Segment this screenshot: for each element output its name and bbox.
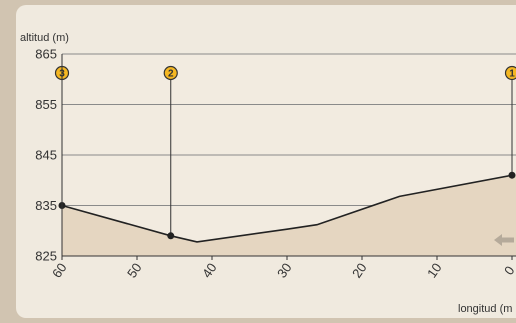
y-tick-label: 865: [35, 47, 57, 62]
x-tick-label: 60: [49, 260, 70, 280]
waypoint-1-label: 1: [509, 69, 515, 80]
waypoint-1-marker: [504, 65, 516, 81]
waypoint-1-point: [508, 171, 516, 179]
terrain-area: [62, 175, 516, 256]
x-tick-label: 30: [274, 260, 295, 280]
y-tick-label: 825: [35, 249, 57, 264]
x-tick-label: 10: [424, 260, 445, 280]
y-tick-label: 855: [35, 97, 57, 112]
x-tick-label: 20: [349, 260, 370, 280]
scroll-left-arrow-icon: [494, 234, 514, 246]
x-tick-label: 0: [501, 263, 516, 278]
y-tick-label: 835: [35, 198, 57, 213]
waypoint-2-point: [167, 232, 175, 240]
waypoint-2-marker: [163, 65, 178, 81]
x-tick-label: 40: [199, 260, 220, 280]
x-axis-label: longitud (m: [458, 303, 512, 315]
waypoint-2-label: 2: [168, 69, 174, 80]
y-tick-label: 845: [35, 148, 57, 163]
y-axis-label: altitud (m): [20, 32, 69, 44]
x-tick-label: 50: [124, 260, 145, 280]
